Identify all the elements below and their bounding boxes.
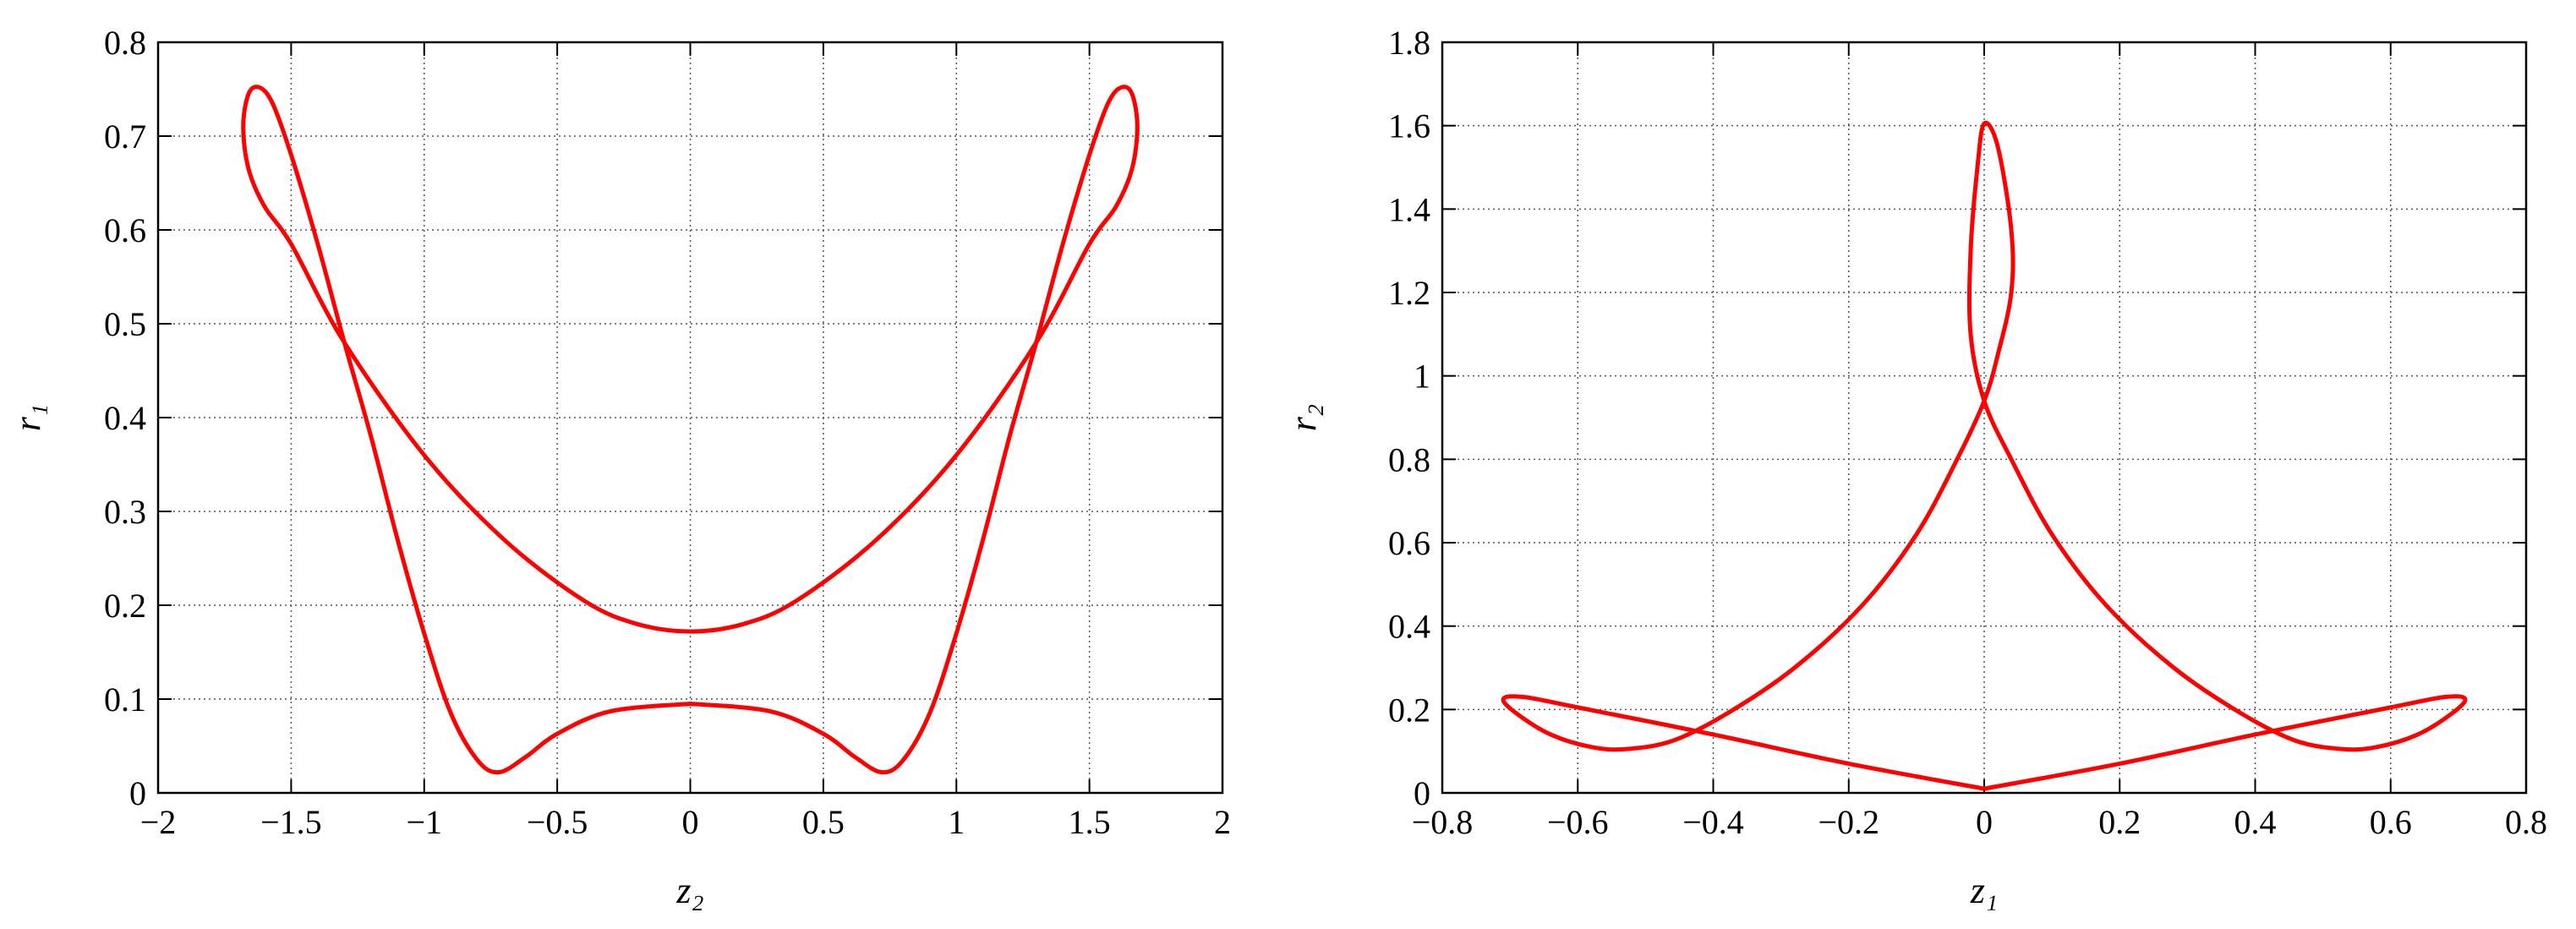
- y-tick-label: 0.4: [104, 399, 146, 437]
- y-tick-label: 0.3: [104, 493, 146, 531]
- x-tick-label: 2: [1214, 803, 1231, 841]
- x-tick-label: 0.8: [2505, 803, 2547, 841]
- y-tick-label: 0.1: [104, 680, 146, 719]
- y-tick-label: 0: [1414, 774, 1430, 812]
- x-tick-label: 0: [682, 803, 699, 841]
- x-tick-label: −0.8: [1412, 803, 1474, 841]
- x-axis-label: z₁: [1970, 870, 1998, 911]
- x-tick-label: 1.5: [1069, 803, 1111, 841]
- y-tick-label: 1.6: [1388, 107, 1430, 145]
- x-tick-label: −1: [406, 803, 442, 841]
- y-tick-label: 0.2: [104, 587, 146, 625]
- x-tick-label: −2: [140, 803, 177, 841]
- y-tick-label: 0.4: [1388, 608, 1430, 646]
- y-tick-label: 0.6: [104, 211, 146, 249]
- plot-frame: [1441, 41, 2528, 795]
- y-tick-label: 1.2: [1388, 274, 1430, 312]
- y-axis-label: r₂: [1283, 404, 1324, 431]
- y-tick-label: 0.8: [104, 24, 146, 62]
- y-tick-label: 0.2: [1388, 691, 1430, 729]
- plot-frame: [156, 41, 1224, 795]
- plot: −2 −1.5 −1 −0.5 0 0.5 1 1.5 2 0 0.1 0.2 0.3 0.4 0.5 0.6…: [7, 24, 1231, 911]
- x-tick-label: 0: [1976, 803, 1993, 841]
- x-tick-label: 0.6: [2370, 803, 2412, 841]
- x-tick-label: 0.2: [2098, 803, 2141, 841]
- y-tick-label: 0.6: [1388, 524, 1430, 562]
- y-tick-label: 0.5: [104, 305, 146, 343]
- x-tick-label: 0.5: [802, 803, 845, 841]
- curve: [1501, 120, 2468, 791]
- x-tick-label: −1.5: [260, 803, 322, 841]
- y-axis-label: r₁: [7, 404, 48, 431]
- x-tick-label: −0.6: [1547, 803, 1609, 841]
- x-axis-label: z₂: [675, 870, 703, 911]
- y-tick-label: 1.4: [1388, 190, 1430, 228]
- plot: −0.8 −0.6 −0.4 −0.2 0 0.2 0.4 0.6 0.8 0 0.2 0.4 0.6 0…: [1283, 24, 2547, 911]
- y-tick-label: 1: [1414, 358, 1430, 396]
- curve: [241, 85, 1140, 775]
- x-tick-label: −0.5: [527, 803, 588, 841]
- y-tick-label: 0.8: [1388, 440, 1430, 478]
- x-tick-label: −0.2: [1818, 803, 1879, 841]
- x-tick-label: 0.4: [2234, 803, 2277, 841]
- x-tick-label: 1: [948, 803, 965, 841]
- y-tick-label: 1.8: [1388, 24, 1430, 62]
- x-tick-label: −0.4: [1682, 803, 1744, 841]
- y-tick-label: 0: [129, 774, 146, 812]
- y-tick-label: 0.7: [104, 117, 146, 156]
